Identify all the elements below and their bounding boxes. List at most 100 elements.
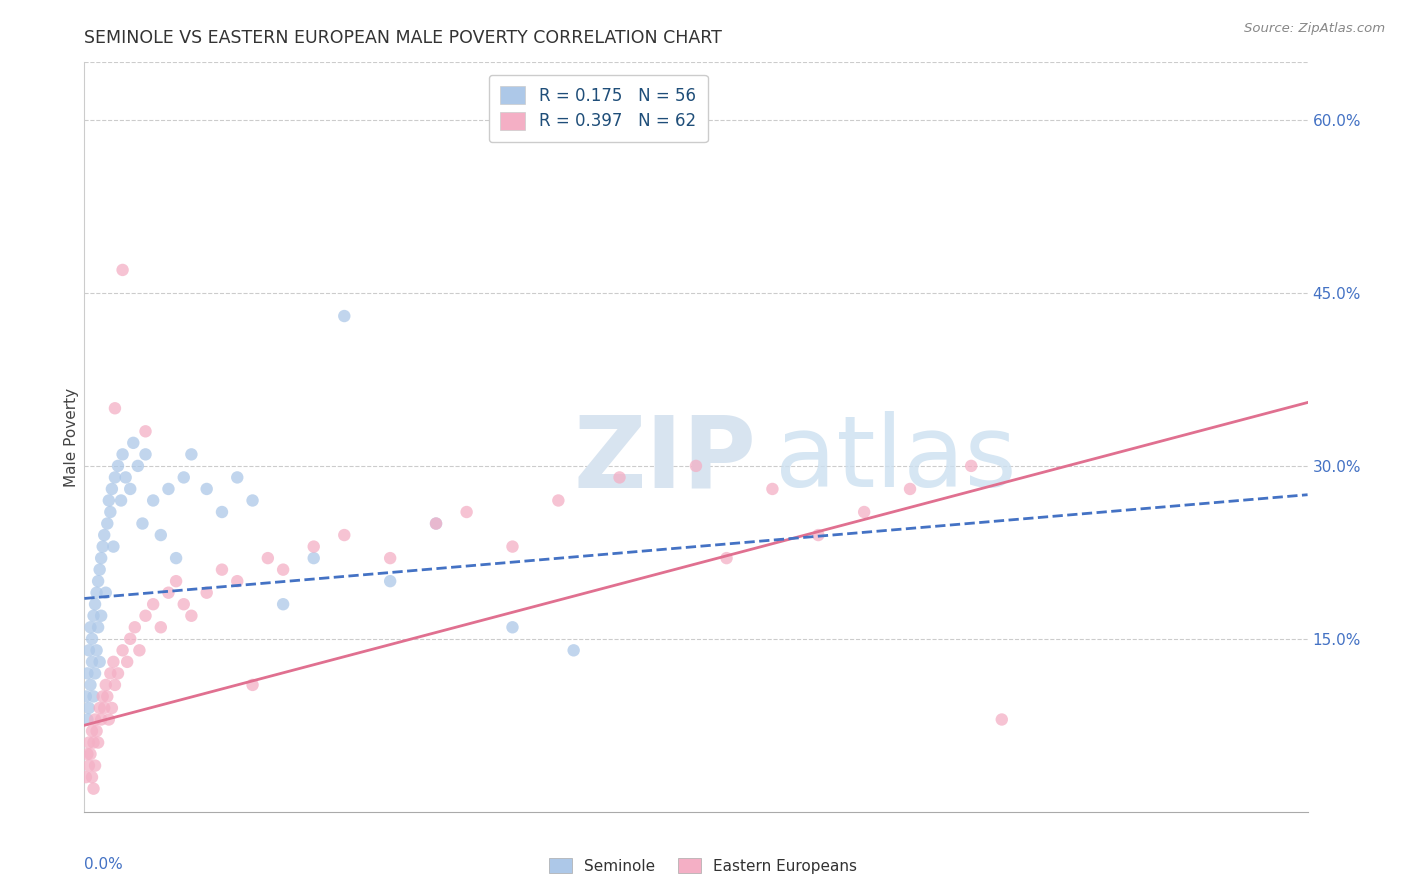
Point — [90, 608, 112, 623]
Point — [562, 643, 585, 657]
Y-axis label: Male Poverty: Male Poverty — [63, 387, 79, 487]
Point — [157, 585, 180, 599]
Point — [80, 770, 103, 784]
Point — [124, 620, 146, 634]
Point — [302, 540, 325, 554]
Point — [242, 493, 264, 508]
Point — [94, 585, 117, 599]
Point — [87, 620, 110, 634]
Point — [89, 701, 111, 715]
Point — [380, 551, 402, 566]
Text: Source: ZipAtlas.com: Source: ZipAtlas.com — [1244, 22, 1385, 36]
Point — [114, 470, 136, 484]
Point — [135, 425, 157, 439]
Point — [502, 620, 524, 634]
Point — [83, 608, 105, 623]
Point — [104, 678, 127, 692]
Point — [425, 516, 447, 531]
Point — [111, 447, 134, 461]
Point — [180, 608, 202, 623]
Point — [91, 540, 114, 554]
Point — [93, 528, 115, 542]
Point — [75, 690, 97, 704]
Point — [173, 597, 195, 611]
Point — [90, 713, 112, 727]
Point — [101, 482, 124, 496]
Point — [807, 528, 830, 542]
Point — [77, 758, 100, 772]
Point — [165, 551, 187, 566]
Point — [87, 735, 110, 749]
Point — [195, 482, 218, 496]
Point — [128, 643, 150, 657]
Point — [101, 701, 124, 715]
Point — [120, 632, 142, 646]
Point — [302, 551, 325, 566]
Point — [83, 735, 105, 749]
Point — [991, 713, 1014, 727]
Point — [271, 563, 294, 577]
Point — [502, 540, 524, 554]
Point — [97, 713, 120, 727]
Point — [380, 574, 402, 589]
Point — [79, 747, 101, 761]
Point — [93, 701, 115, 715]
Point — [211, 563, 233, 577]
Point — [898, 482, 921, 496]
Point — [76, 666, 98, 681]
Legend: Seminole, Eastern Europeans: Seminole, Eastern Europeans — [543, 852, 863, 880]
Point — [761, 482, 783, 496]
Point — [111, 643, 134, 657]
Text: atlas: atlas — [776, 411, 1017, 508]
Point — [87, 574, 110, 589]
Point — [79, 678, 101, 692]
Point — [333, 309, 356, 323]
Point — [180, 447, 202, 461]
Point — [685, 458, 707, 473]
Point — [107, 458, 129, 473]
Point — [77, 701, 100, 715]
Point — [271, 597, 294, 611]
Point — [142, 597, 165, 611]
Point — [120, 482, 142, 496]
Point — [96, 516, 118, 531]
Point — [84, 597, 107, 611]
Point — [149, 528, 172, 542]
Point — [103, 655, 125, 669]
Point — [94, 678, 117, 692]
Point — [609, 470, 631, 484]
Point — [122, 435, 145, 450]
Point — [226, 470, 249, 484]
Point — [142, 493, 165, 508]
Point — [84, 713, 107, 727]
Point — [257, 551, 280, 566]
Point — [226, 574, 249, 589]
Point — [98, 505, 121, 519]
Point — [84, 666, 107, 681]
Point — [98, 666, 121, 681]
Point — [111, 263, 134, 277]
Point — [80, 632, 103, 646]
Legend: R = 0.175   N = 56, R = 0.397   N = 62: R = 0.175 N = 56, R = 0.397 N = 62 — [489, 75, 707, 142]
Point — [211, 505, 233, 519]
Point — [76, 713, 98, 727]
Point — [242, 678, 264, 692]
Point — [165, 574, 187, 589]
Point — [89, 655, 111, 669]
Point — [103, 540, 125, 554]
Point — [86, 643, 108, 657]
Point — [80, 655, 103, 669]
Point — [195, 585, 218, 599]
Point — [104, 401, 127, 416]
Text: 0.0%: 0.0% — [84, 856, 124, 871]
Point — [83, 781, 105, 796]
Point — [110, 493, 132, 508]
Point — [77, 643, 100, 657]
Point — [86, 585, 108, 599]
Text: SEMINOLE VS EASTERN EUROPEAN MALE POVERTY CORRELATION CHART: SEMINOLE VS EASTERN EUROPEAN MALE POVERT… — [84, 29, 723, 47]
Point — [84, 758, 107, 772]
Text: ZIP: ZIP — [574, 411, 756, 508]
Point — [127, 458, 149, 473]
Point — [135, 447, 157, 461]
Point — [456, 505, 478, 519]
